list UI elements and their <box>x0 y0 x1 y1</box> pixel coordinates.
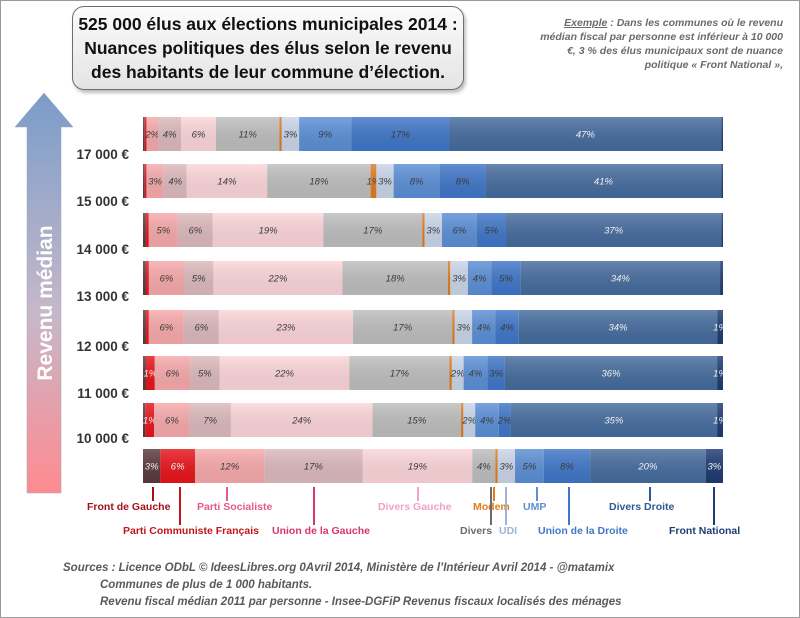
legend-label-parti-communiste-francais: Parti Communiste Français <box>123 525 259 537</box>
legend-label-front-de-gauche: Front de Gauche <box>87 501 171 513</box>
sources-note: Sources : Licence ODbL © IdeesLibres.org… <box>63 560 622 611</box>
tick-label-11-000: 11 000 € <box>77 386 129 401</box>
legend-label-divers-droite: Divers Droite <box>609 501 675 513</box>
stacked-bar-chart: Revenu médian3%6%12%17%19%4%3%5%8%20%3%1… <box>14 92 740 537</box>
bar-shade-1 <box>143 403 723 437</box>
legend-label-divers: Divers <box>460 525 492 537</box>
legend-label-front-national: Front National <box>669 525 740 537</box>
example-label: Exemple <box>564 17 608 29</box>
sources-line-2: Communes de plus de 1 000 habitants. <box>100 579 313 591</box>
legend-label-divers-gauche: Divers Gauche <box>378 501 452 513</box>
legend-label-union-de-la-droite: Union de la Droite <box>538 525 628 537</box>
example-note: Exemple : Dans les communes où le revenu… <box>533 16 783 72</box>
tick-label-17-000: 17 000 € <box>76 147 129 162</box>
tick-label-12-000: 12 000 € <box>76 339 129 354</box>
bar-shade-2 <box>143 356 723 390</box>
bar-shade-5 <box>143 213 723 247</box>
title-box: 525 000 élus aux élections municipales 2… <box>72 6 464 90</box>
sources-line-1: Sources : Licence ODbL © IdeesLibres.org… <box>63 562 615 574</box>
bar-shade-0 <box>143 449 723 483</box>
title-line-2: Nuances politiques des élus selon le rev… <box>84 38 452 58</box>
tick-label-14-000: 14 000 € <box>76 242 129 257</box>
title-line-1: 525 000 élus aux élections municipales 2… <box>78 14 458 34</box>
example-text: : Dans les communes où le revenu médian … <box>540 17 783 71</box>
legend-label-union-de-la-gauche: Union de la Gauche <box>272 525 370 537</box>
legend-label-ump: UMP <box>523 501 546 513</box>
legend-label-udi: UDI <box>499 525 517 537</box>
title-line-3: des habitants de leur commune d’élection… <box>91 62 445 82</box>
bar-shade-7 <box>143 117 723 151</box>
revenue-arrow <box>14 92 74 494</box>
tick-label-10-000: 10 000 € <box>76 431 129 446</box>
bar-shade-3 <box>143 310 723 344</box>
legend-label-parti-socialiste: Parti Socialiste <box>197 501 272 513</box>
tick-label-15-000: 15 000 € <box>76 194 129 209</box>
sources-line-3: Revenu fiscal médian 2011 par personne -… <box>100 596 622 608</box>
y-axis-title: Revenu médian <box>34 225 57 380</box>
tick-label-13-000: 13 000 € <box>76 289 129 304</box>
bar-shade-4 <box>143 261 723 295</box>
bar-shade-6 <box>143 164 723 198</box>
